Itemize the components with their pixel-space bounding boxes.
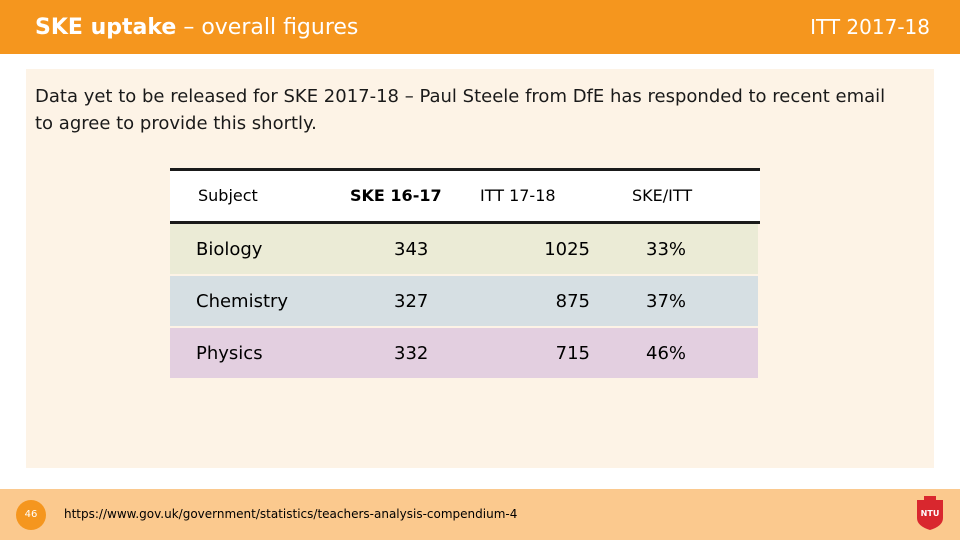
page-number-badge: 46 [16,500,46,530]
cell-ske: 332 [394,343,429,364]
header-bar: SKE uptake – overall figures ITT 2017-18 [0,0,960,54]
cell-itt: 1025 [544,239,590,260]
slide-title-bold: SKE uptake [35,15,177,40]
cell-subject: Physics [196,343,263,364]
header-subject: Subject [198,186,258,205]
table-header: Subject SKE 16-17 ITT 17-18 SKE/ITT [170,168,760,224]
header-itt: ITT 17-18 [480,186,556,205]
table-row: Biology 343 1025 33% [170,224,758,274]
slide-tag: ITT 2017-18 [810,15,930,39]
cell-ske: 327 [394,291,429,312]
ntu-logo-icon: NTU [917,496,943,530]
cell-itt: 715 [555,343,590,364]
intro-text: Data yet to be released for SKE 2017-18 … [35,86,886,134]
logo-shield [917,496,943,530]
slide-title: SKE uptake – overall figures [35,14,358,42]
cell-ratio: 33% [646,239,687,260]
cell-subject: Chemistry [196,291,289,312]
header-ratio: SKE/ITT [632,186,693,205]
logo-text: NTU [921,509,940,518]
cell-subject: Biology [196,239,263,260]
cell-ske: 343 [394,239,429,260]
cell-itt: 875 [555,291,590,312]
cell-ratio: 46% [646,343,687,364]
footer-bar [0,489,960,540]
slide-title-rest: – overall figures [176,15,359,40]
header-ske: SKE 16-17 [350,186,442,205]
source-link[interactable]: https://www.gov.uk/government/statistics… [64,507,518,521]
table-row: Physics 332 715 46% [170,328,758,378]
cell-ratio: 37% [646,291,687,312]
table-row: Chemistry 327 875 37% [170,276,758,326]
data-table: Subject SKE 16-17 ITT 17-18 SKE/ITT Biol… [170,168,760,378]
